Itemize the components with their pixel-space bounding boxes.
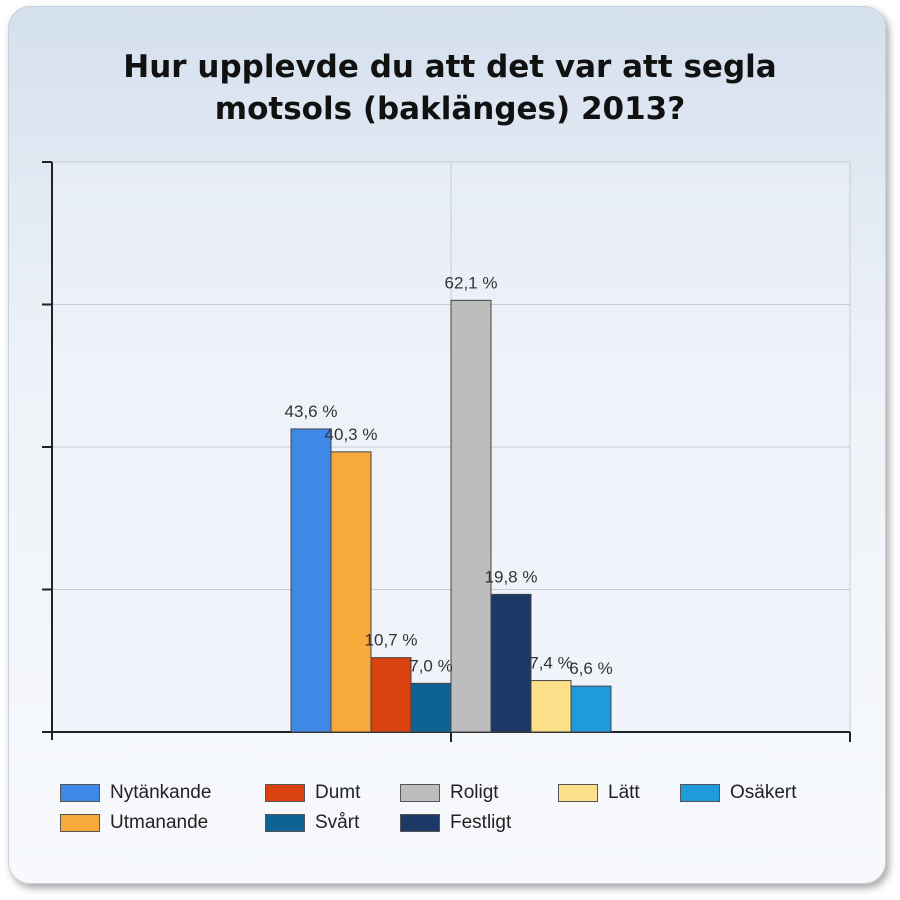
legend-label: Svårt <box>315 812 360 833</box>
data-label: 6,6 % <box>569 659 612 678</box>
chart-title: Hur upplevde du att det var att segla mo… <box>0 46 900 130</box>
chart-title-line-2: motsols (baklänges) 2013? <box>214 91 686 127</box>
data-label: 7,0 % <box>409 656 452 675</box>
bar-festligt <box>490 593 532 733</box>
legend-item: Svårt <box>265 812 359 834</box>
legend-item: Dumt <box>265 782 360 804</box>
data-label: 40,3 % <box>325 425 378 444</box>
data-label: 7,4 % <box>529 654 572 673</box>
bar-utmanande <box>330 451 372 733</box>
legend-label: Utmanande <box>110 812 209 833</box>
legend-item: Osäkert <box>680 782 797 804</box>
bar-dumt <box>370 657 412 733</box>
legend-label: Roligt <box>450 782 499 803</box>
data-label: 62,1 % <box>445 273 498 292</box>
data-label: 43,6 % <box>285 402 338 421</box>
legend-label: Osäkert <box>730 782 797 803</box>
legend-swatch <box>400 814 440 832</box>
legend-swatch <box>558 784 598 802</box>
bar-roligt <box>450 299 492 733</box>
legend-label: Lätt <box>608 782 640 803</box>
legend-item: Lätt <box>558 782 640 804</box>
chart-title-line-1: Hur upplevde du att det var att segla <box>123 49 777 85</box>
legend-item: Utmanande <box>60 812 208 834</box>
legend-label: Nytänkande <box>110 782 212 803</box>
legend-item: Nytänkande <box>60 782 211 804</box>
bar-nytänkande <box>290 428 332 733</box>
legend-item: Roligt <box>400 782 499 804</box>
data-label: 10,7 % <box>365 631 418 650</box>
legend-swatch <box>265 784 305 802</box>
legend-label: Festligt <box>450 812 512 833</box>
bar-lätt <box>530 680 572 733</box>
legend-swatch <box>60 814 100 832</box>
legend-swatch <box>680 784 720 802</box>
legend-swatch <box>400 784 440 802</box>
bar-osäkert <box>570 685 612 733</box>
data-label: 19,8 % <box>485 567 538 586</box>
legend-item: Festligt <box>400 812 511 834</box>
bar-svårt <box>410 682 452 733</box>
legend-label: Dumt <box>315 782 361 803</box>
legend-swatch <box>60 784 100 802</box>
legend-swatch <box>265 814 305 832</box>
